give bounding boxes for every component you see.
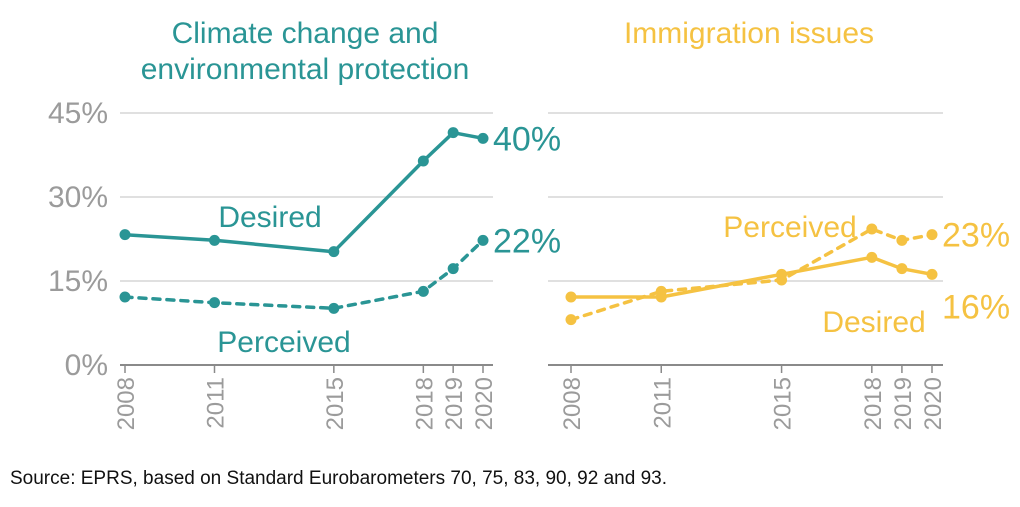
data-point-desired xyxy=(565,291,577,303)
data-point-desired xyxy=(209,234,220,246)
data-point-perceived xyxy=(209,297,220,309)
data-point-perceived xyxy=(655,285,667,297)
data-point-perceived xyxy=(477,234,489,246)
series-label-desired: Desired xyxy=(218,201,321,234)
x-tick-label: 2020 xyxy=(471,377,498,430)
x-tick-label: 2018 xyxy=(860,377,887,430)
data-point-perceived xyxy=(866,223,878,235)
x-tick-label: 2019 xyxy=(890,377,917,430)
data-point-desired xyxy=(417,155,429,167)
chart-title-line: environmental protection xyxy=(141,53,470,86)
data-point-perceived xyxy=(926,229,938,241)
chart-title-line: Climate change and xyxy=(172,17,439,50)
series-line-perceived xyxy=(123,238,485,311)
data-point-desired xyxy=(926,268,938,280)
x-tick-label: 2015 xyxy=(322,377,349,430)
data-point-perceived xyxy=(328,302,340,314)
y-tick-label: 30% xyxy=(48,181,108,214)
series-label-perceived: Perceived xyxy=(723,211,856,244)
end-value-label: 23% xyxy=(942,217,1010,255)
x-tick-label: 2020 xyxy=(920,377,947,430)
x-tick-label: 2018 xyxy=(411,377,438,430)
data-point-desired xyxy=(119,229,131,241)
x-tick-label: 2015 xyxy=(770,377,797,430)
x-tick-label: 2011 xyxy=(649,377,676,429)
x-tick-label: 2008 xyxy=(559,377,586,430)
series-line-desired xyxy=(569,255,934,299)
data-point-desired xyxy=(447,127,459,139)
data-point-desired xyxy=(477,132,489,144)
data-point-perceived xyxy=(896,234,908,246)
data-point-desired xyxy=(866,251,878,263)
series-label-desired: Desired xyxy=(822,306,925,339)
data-point-perceived xyxy=(776,274,788,286)
data-point-perceived xyxy=(565,314,577,326)
data-point-desired xyxy=(896,263,908,275)
data-point-perceived xyxy=(447,263,459,275)
source-note: Source: EPRS, based on Standard Eurobaro… xyxy=(10,468,667,489)
data-point-perceived xyxy=(119,291,131,303)
end-value-label: 22% xyxy=(493,222,561,260)
end-value-label: 40% xyxy=(493,120,561,158)
x-tick-label: 2019 xyxy=(441,377,468,430)
data-point-perceived xyxy=(417,285,429,297)
x-tick-label: 2008 xyxy=(113,377,140,430)
end-value-label: 16% xyxy=(942,288,1010,326)
data-point-desired xyxy=(328,246,340,258)
x-tick-label: 2011 xyxy=(203,377,230,429)
series-label-perceived: Perceived xyxy=(217,326,350,359)
chart-title-line: Immigration issues xyxy=(624,17,874,50)
y-tick-label: 45% xyxy=(48,97,108,130)
y-tick-label: 0% xyxy=(65,349,108,382)
y-tick-label: 15% xyxy=(48,265,108,298)
